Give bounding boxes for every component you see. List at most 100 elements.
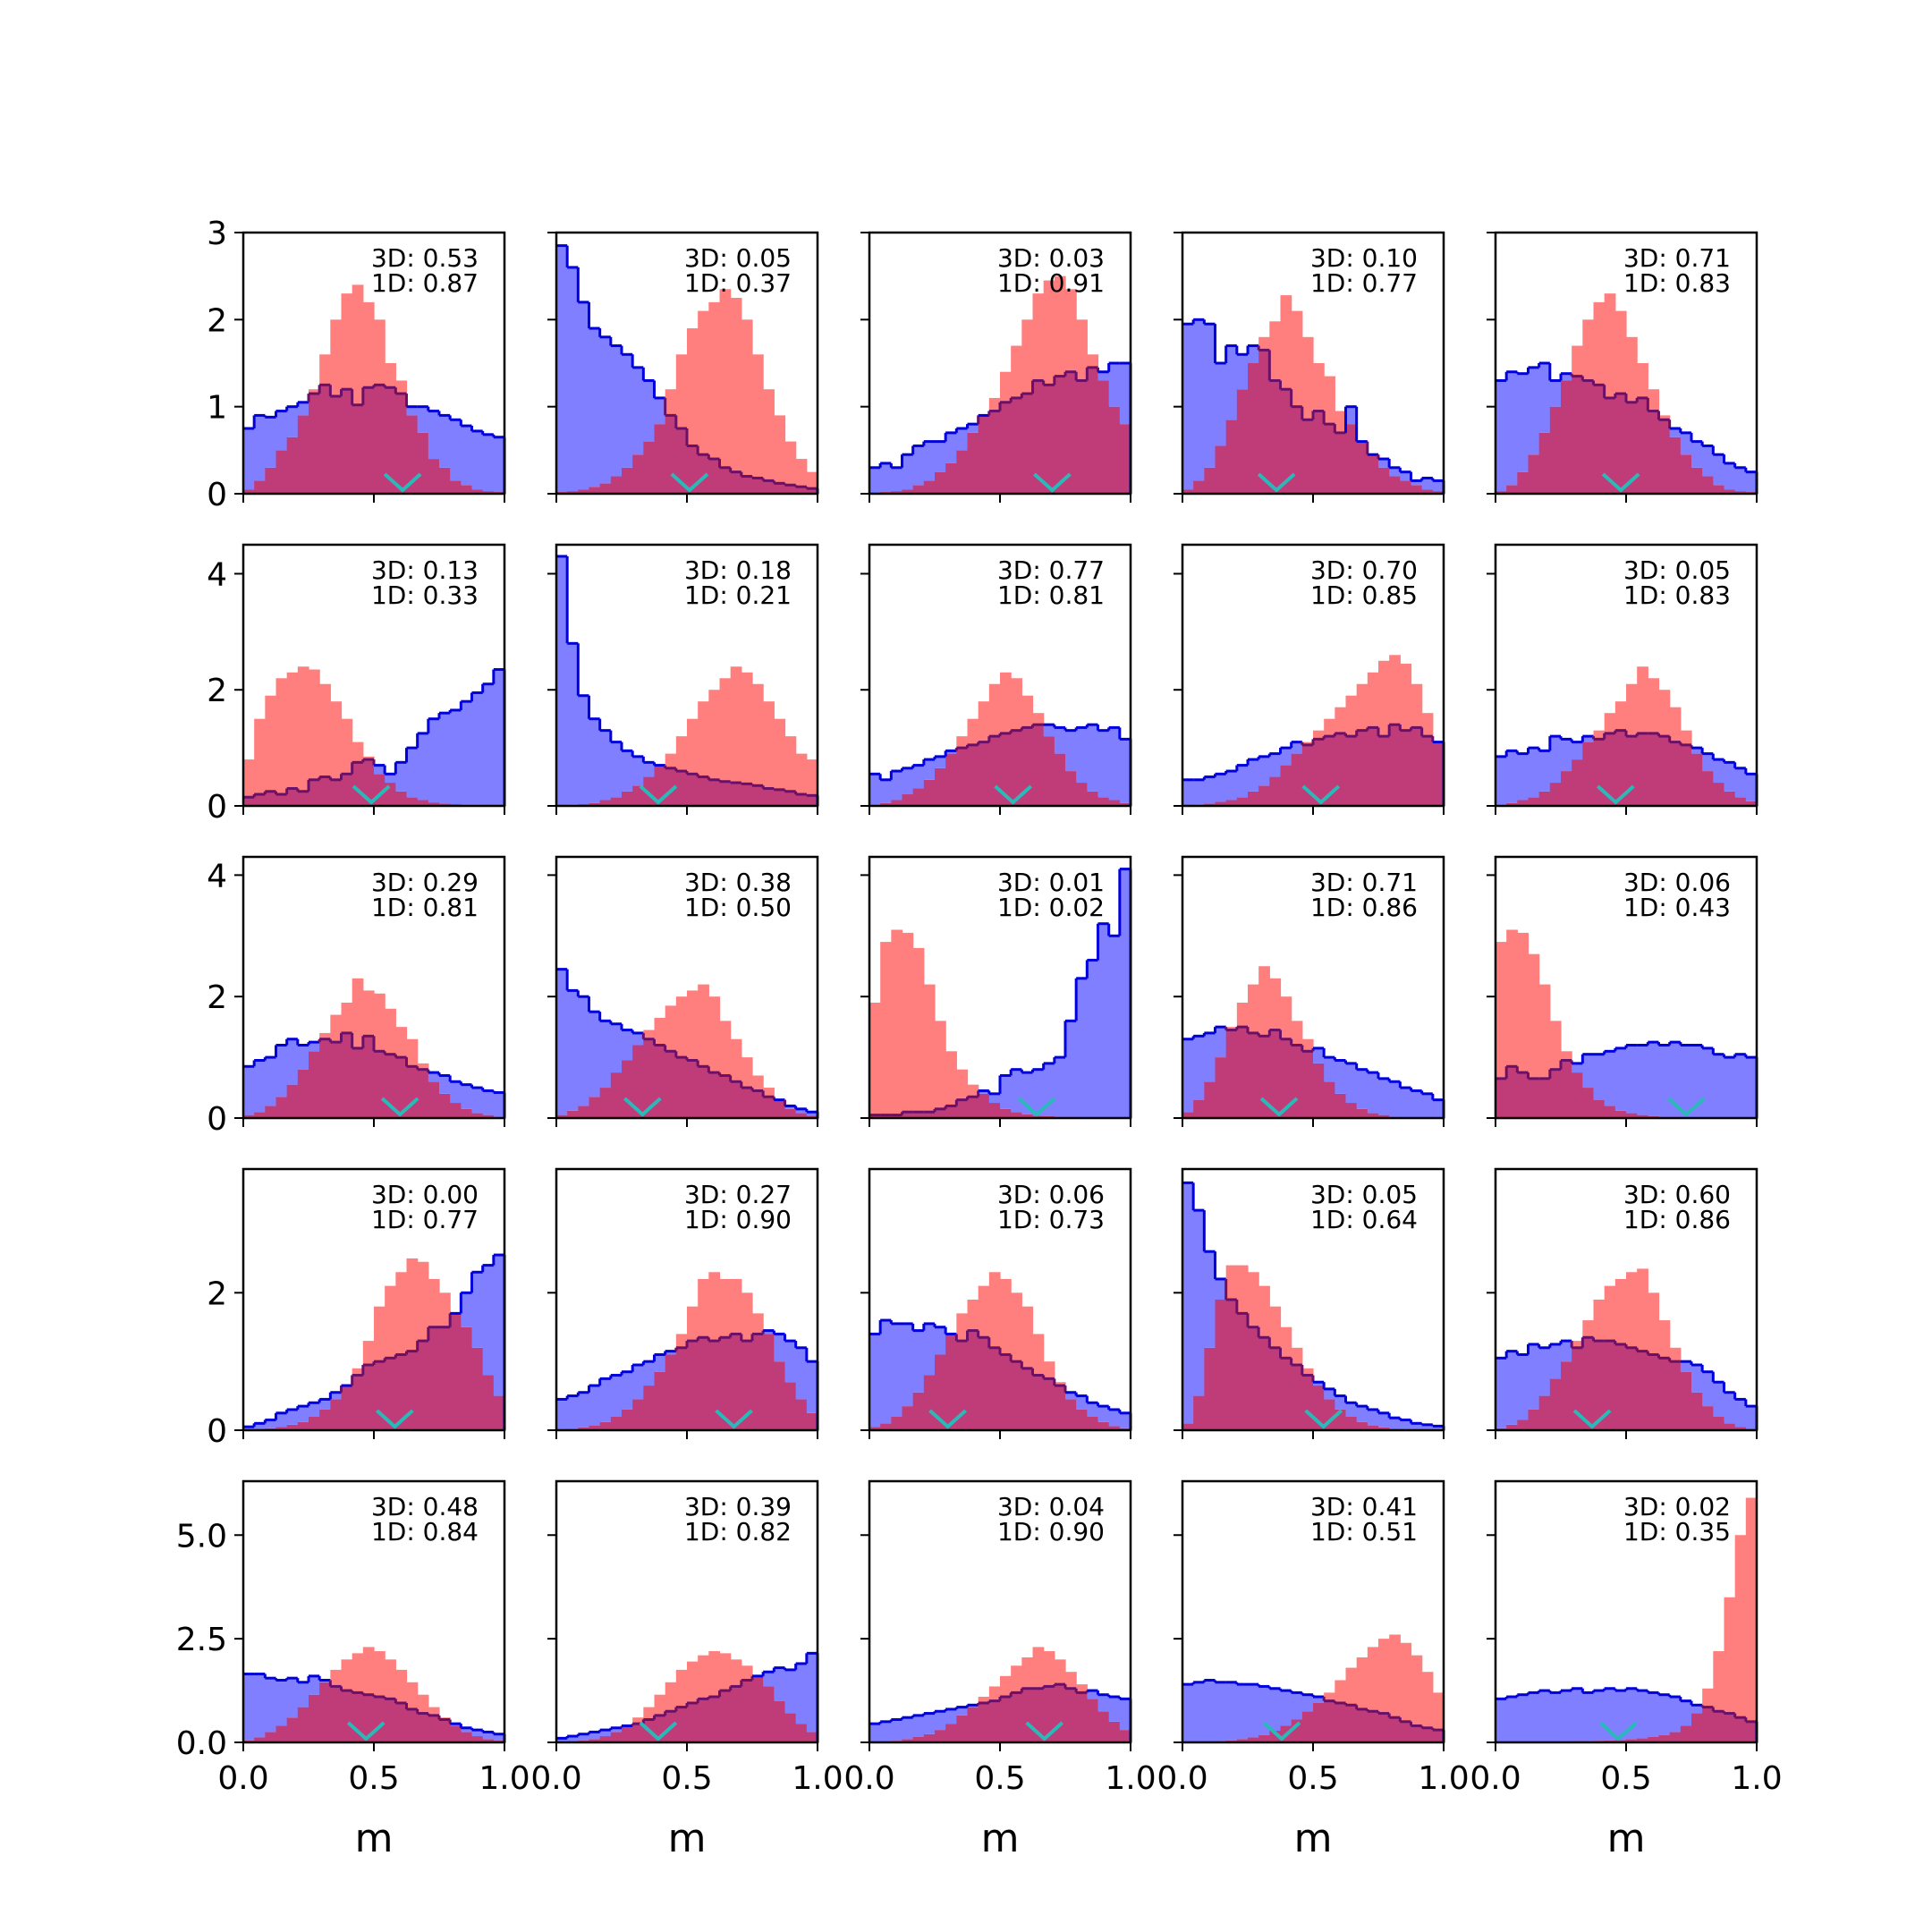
overlap-bar bbox=[1702, 771, 1714, 806]
blue-excess-bar bbox=[806, 1653, 818, 1733]
red-excess-bar bbox=[1236, 1002, 1249, 1028]
blue-excess-bar bbox=[1204, 1251, 1216, 1348]
overlap-bar bbox=[1324, 1081, 1335, 1118]
x-tick-label: 0.0 bbox=[1157, 1760, 1208, 1797]
blue-excess-bar bbox=[622, 1030, 633, 1061]
blue-excess-bar bbox=[774, 1334, 786, 1362]
overlap-bar bbox=[1345, 1705, 1358, 1742]
overlap-bar bbox=[417, 800, 429, 806]
blue-excess-bar bbox=[935, 441, 946, 472]
overlap-bar bbox=[1000, 733, 1012, 806]
red-excess-bar bbox=[1324, 1692, 1335, 1701]
blue-excess-bar bbox=[439, 713, 451, 804]
blue-excess-bar bbox=[1193, 319, 1205, 481]
red-excess-bar bbox=[752, 1075, 764, 1091]
red-excess-bar bbox=[1734, 1535, 1747, 1718]
score-3d-label: 3D: 0.02 bbox=[1623, 1492, 1731, 1521]
overlap-bar bbox=[698, 1337, 709, 1430]
overlap-bar bbox=[319, 1038, 331, 1118]
red-excess-bar bbox=[675, 1334, 688, 1348]
red-excess-bar bbox=[784, 736, 797, 792]
overlap-bar bbox=[1011, 1361, 1022, 1430]
red-excess-bar bbox=[1021, 319, 1034, 394]
red-excess-bar bbox=[1378, 660, 1390, 737]
overlap-bar bbox=[891, 1416, 903, 1430]
score-1d-label: 1D: 0.84 bbox=[371, 1517, 479, 1546]
overlap-bar bbox=[1108, 1426, 1121, 1430]
blue-excess-bar bbox=[1713, 759, 1725, 784]
overlap-bar bbox=[428, 459, 440, 494]
overlap-bar bbox=[417, 1341, 429, 1430]
blue-excess-bar bbox=[1065, 1392, 1077, 1400]
overlap-bar bbox=[297, 1069, 309, 1118]
overlap-bar bbox=[385, 387, 396, 494]
overlap-bar bbox=[1582, 380, 1595, 494]
score-3d-label: 3D: 0.05 bbox=[684, 243, 792, 273]
red-excess-bar bbox=[1745, 1497, 1758, 1722]
overlap-bar bbox=[471, 1736, 484, 1742]
overlap-bar bbox=[341, 774, 353, 806]
red-excess-bar bbox=[319, 683, 331, 777]
overlap-bar bbox=[428, 1715, 440, 1742]
overlap-bar bbox=[902, 1112, 914, 1118]
red-excess-bar bbox=[1702, 1688, 1714, 1707]
red-excess-bar bbox=[417, 1261, 429, 1342]
blue-excess-bar bbox=[1280, 1690, 1292, 1726]
blue-excess-bar bbox=[589, 328, 601, 487]
x-axis-label: m bbox=[355, 1816, 394, 1861]
red-excess-bar bbox=[1572, 345, 1583, 377]
x-tick-label: 0.5 bbox=[661, 1760, 712, 1797]
blue-excess-bar bbox=[1119, 1699, 1131, 1731]
red-excess-bar bbox=[1248, 1272, 1259, 1327]
y-tick-label: 2 bbox=[207, 979, 227, 1016]
overlap-bar bbox=[923, 779, 936, 806]
blue-excess-bar bbox=[902, 454, 914, 490]
score-1d-label: 1D: 0.43 bbox=[1623, 893, 1731, 922]
overlap-bar bbox=[1614, 1343, 1627, 1430]
overlap-bar bbox=[935, 471, 946, 494]
overlap-bar bbox=[923, 1375, 936, 1430]
overlap-bar bbox=[1291, 1365, 1303, 1430]
blue-excess-bar bbox=[1724, 1057, 1736, 1118]
overlap-bar bbox=[1301, 1375, 1314, 1430]
overlap-bar bbox=[675, 1057, 688, 1118]
red-excess-bar bbox=[1043, 1361, 1055, 1379]
overlap-bar bbox=[1021, 1368, 1034, 1430]
overlap-bar bbox=[395, 1057, 408, 1118]
blue-excess-bar bbox=[1119, 869, 1131, 1118]
red-excess-bar bbox=[1637, 666, 1648, 733]
red-excess-bar bbox=[362, 1647, 375, 1695]
overlap-bar bbox=[1367, 1113, 1379, 1118]
overlap-bar bbox=[319, 1682, 331, 1742]
overlap-bar bbox=[945, 1724, 957, 1742]
overlap-bar bbox=[708, 779, 721, 806]
blue-excess-bar bbox=[589, 1385, 601, 1426]
red-excess-bar bbox=[1324, 376, 1335, 425]
score-1d-label: 1D: 0.37 bbox=[684, 268, 792, 298]
blue-excess-bar bbox=[1236, 1684, 1249, 1740]
red-excess-bar bbox=[752, 683, 764, 786]
x-tick-label: 0.0 bbox=[843, 1760, 894, 1797]
score-3d-label: 3D: 0.06 bbox=[997, 1180, 1105, 1209]
overlap-bar bbox=[643, 441, 656, 494]
overlap-bar bbox=[461, 1326, 473, 1430]
overlap-bar bbox=[1000, 1697, 1012, 1742]
overlap-bar bbox=[319, 1409, 331, 1430]
blue-excess-bar bbox=[330, 1392, 343, 1400]
red-excess-bar bbox=[1032, 1334, 1045, 1376]
overlap-bar bbox=[1269, 1347, 1282, 1430]
red-excess-bar bbox=[1021, 1657, 1034, 1689]
score-1d-label: 1D: 0.90 bbox=[997, 1517, 1105, 1546]
estimate-marker bbox=[1304, 1409, 1343, 1429]
blue-excess-bar bbox=[1011, 1069, 1022, 1113]
red-excess-bar bbox=[902, 932, 914, 1113]
blue-excess-bar bbox=[589, 1732, 601, 1740]
blue-excess-bar bbox=[912, 1330, 925, 1393]
red-excess-bar bbox=[374, 1651, 386, 1698]
overlap-bar bbox=[1258, 1337, 1270, 1430]
red-excess-bar bbox=[967, 1084, 979, 1097]
blue-excess-bar bbox=[439, 1075, 451, 1094]
blue-excess-bar bbox=[1604, 1051, 1616, 1106]
red-excess-bar bbox=[352, 284, 364, 405]
